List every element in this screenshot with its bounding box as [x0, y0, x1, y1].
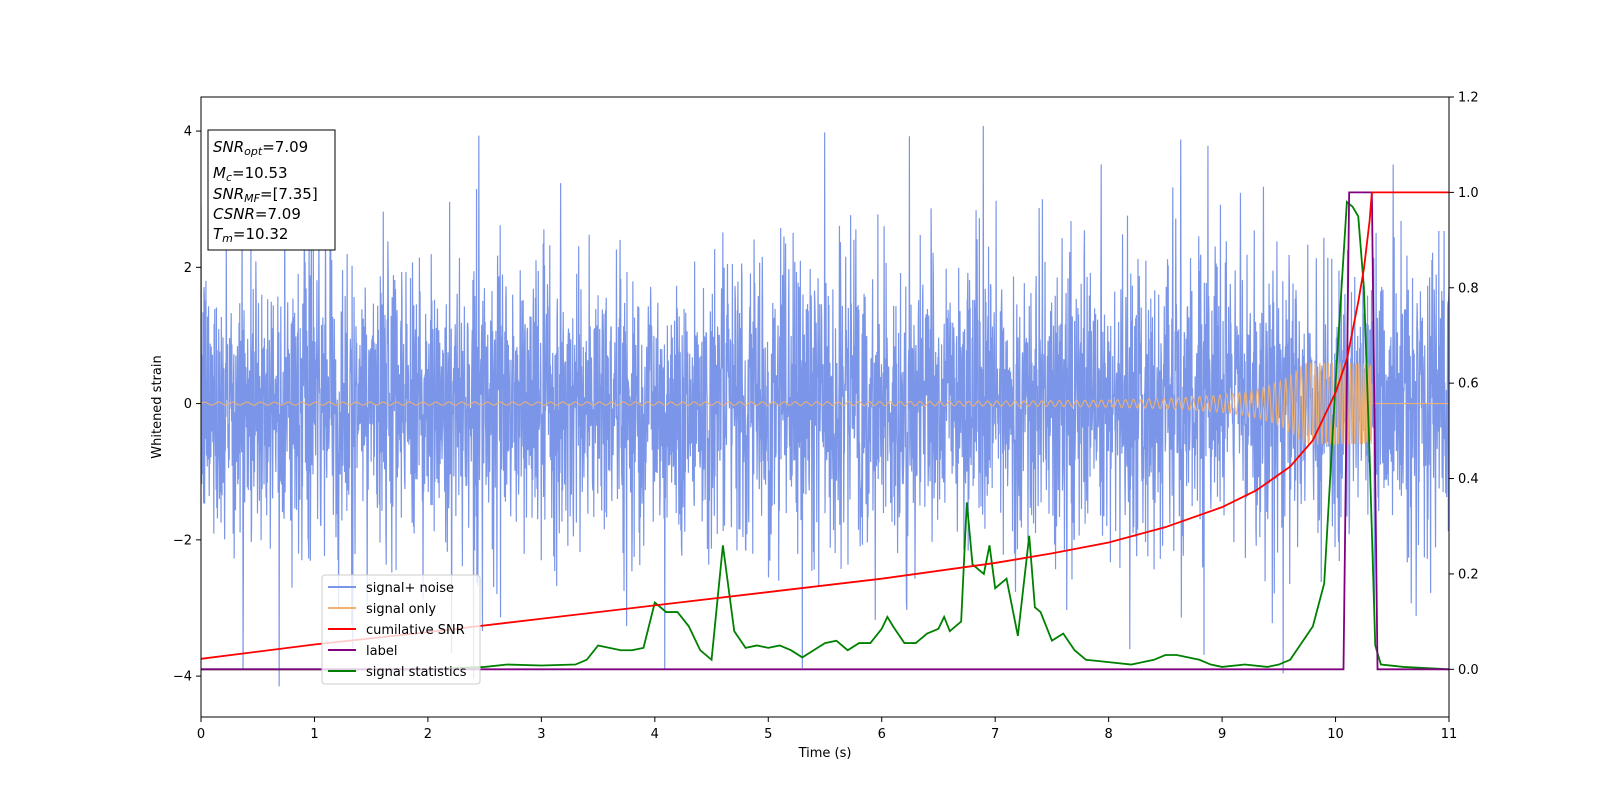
info-box-line: Tm=10.32: [213, 225, 288, 245]
legend-entry-label: signal statistics: [366, 665, 467, 680]
y2-tick-label: 0.4: [1458, 472, 1479, 487]
y-tick-label: −2: [173, 533, 192, 548]
series-signal-noise-line: [201, 125, 1449, 687]
series-layer: [201, 125, 1449, 687]
info-box-line: CSNR=7.09: [213, 205, 301, 223]
x-tick-label: 1: [310, 727, 318, 742]
legend-entry-label: signal+ noise: [366, 581, 454, 596]
info-box-line: SNRMF=[7.35]: [213, 185, 318, 205]
x-axis-label: Time (s): [798, 746, 852, 761]
series-cumulative-snr-line: [201, 191, 1449, 660]
x-tick-label: 0: [197, 727, 205, 742]
y-tick-label: 0: [184, 397, 192, 412]
x-tick-label: 5: [764, 727, 772, 742]
x-tick-label: 3: [537, 727, 545, 742]
legend-entry-label: signal only: [366, 602, 436, 617]
legend-entry-label: cumilative SNR: [366, 623, 465, 638]
plot-area-frame: [200, 96, 1450, 718]
legend-entry-label: label: [366, 644, 397, 659]
y2-tick-label: 0.8: [1458, 281, 1479, 296]
axes-layer: 0 1 2 3 4 5 6 7 8 9 10 11 −4 −2 0 2 4 0.0 0.2 0.4 0.6 0.8 1.0 1…: [173, 91, 1479, 743]
legend-frame: [321, 574, 481, 685]
info-box-frame: [207, 129, 336, 251]
series-label-line: [201, 191, 1449, 671]
y-tick-label: −4: [173, 670, 192, 685]
y-tick-label: 2: [184, 261, 192, 276]
x-tick-label: 9: [1218, 727, 1226, 742]
info-box: SNRopt=7.09 Mc=10.53SNRMF=[7.35]CSNR=7.09…: [207, 129, 336, 251]
y2-tick-label: 1.2: [1458, 91, 1479, 106]
series-signal-statistics-line: [201, 200, 1449, 671]
x-tick-label: 7: [991, 727, 999, 742]
y2-tick-label: 0.2: [1458, 567, 1479, 582]
x-tick-label: 8: [1104, 727, 1112, 742]
x-tick-label: 10: [1327, 727, 1344, 742]
x-tick-label: 11: [1441, 727, 1458, 742]
info-box-line: Mc=10.53: [213, 164, 288, 184]
info-box-line: SNRopt=7.09: [213, 138, 308, 158]
y2-tick-label: 0.0: [1458, 663, 1479, 678]
y-axis-label: Whitened strain: [150, 355, 165, 458]
legend: signal+ noise signal only cumilative SNR la…: [321, 574, 481, 685]
y2-tick-label: 0.6: [1458, 377, 1479, 392]
series-signal-only-line: [201, 362, 1449, 447]
x-tick-label: 2: [424, 727, 432, 742]
y2-tick-label: 1.0: [1458, 186, 1479, 201]
y-tick-label: 4: [184, 125, 192, 140]
x-tick-label: 4: [651, 727, 659, 742]
x-tick-label: 6: [878, 727, 886, 742]
